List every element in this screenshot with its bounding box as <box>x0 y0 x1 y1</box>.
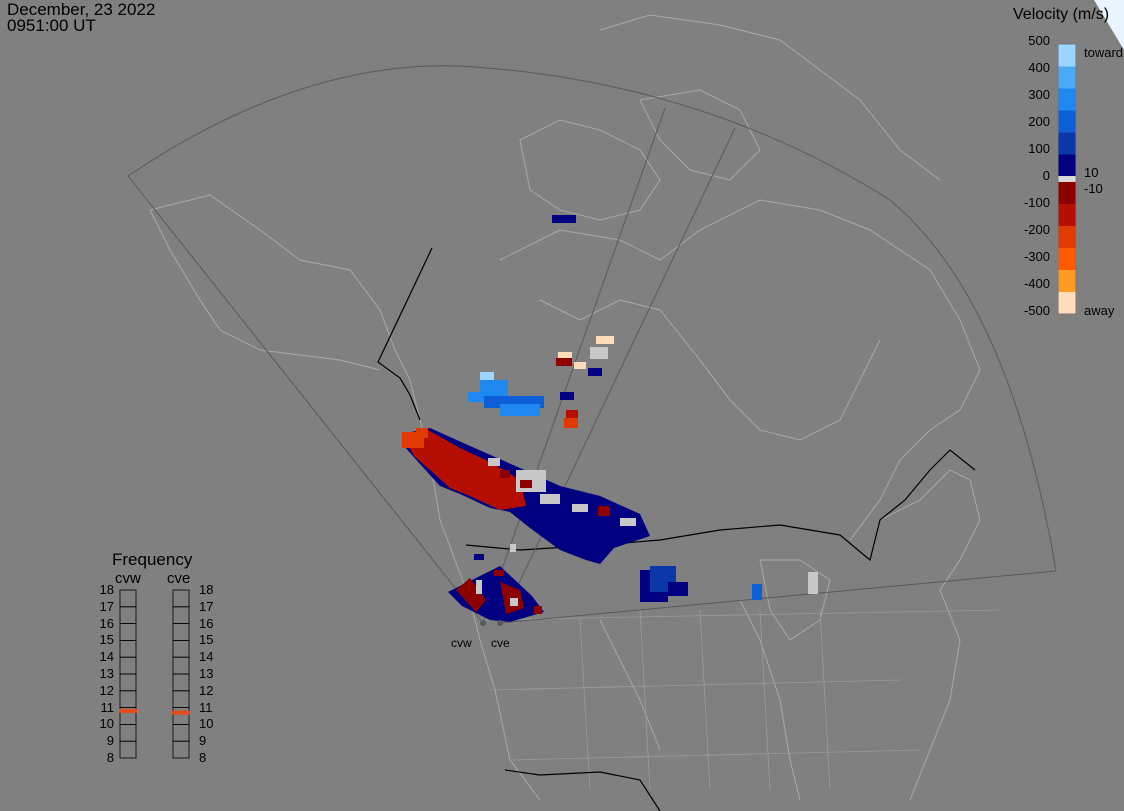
frequency-scale-label: 11 <box>100 699 115 715</box>
frequency-column-label: cve <box>167 570 191 587</box>
frequency-cell <box>119 690 137 708</box>
colorbar-swatch <box>1058 270 1076 293</box>
colorbar-swatch <box>1058 132 1076 155</box>
colorbar-zero-band <box>1058 176 1076 182</box>
frequency-scale-label: 10 <box>199 716 214 732</box>
colorbar-tick: 0 <box>1042 168 1050 183</box>
frequency-scale-label: 16 <box>99 615 114 631</box>
colorbar-toward-label: toward <box>1084 45 1124 60</box>
frequency-cell <box>119 740 137 759</box>
frequency-scale-label: 14 <box>199 649 214 665</box>
frequency-cell <box>172 740 190 759</box>
radar-site-label: cve <box>491 636 510 650</box>
colorbar-inner-label: -10 <box>1084 181 1103 196</box>
frequency-scale-label: 8 <box>199 750 207 765</box>
frequency-scale-label: 18 <box>199 582 214 597</box>
frequency-cell <box>119 606 137 624</box>
state-lines <box>479 609 1001 791</box>
frequency-scale-label: 12 <box>99 682 114 698</box>
frequency-scale-label: 9 <box>199 733 207 749</box>
radar-site-label: cvw <box>451 636 472 650</box>
colorbar-swatch <box>1058 66 1076 89</box>
frequency-scale-label: 13 <box>99 666 114 681</box>
frequency-cell <box>172 640 190 658</box>
frequency-scale-label: 15 <box>99 632 114 648</box>
frequency-cell <box>172 690 190 708</box>
frequency-cell <box>172 656 190 675</box>
date-label: December, 23 2022 <box>7 0 156 19</box>
frequency-meters <box>119 589 190 759</box>
colorbar-tick: -100 <box>1023 195 1050 210</box>
radar-site-cvw-marker <box>480 620 486 626</box>
colorbar-away-label: away <box>1084 303 1115 318</box>
frequency-title: Frequency <box>112 550 193 569</box>
colorbar-swatch <box>1058 226 1076 249</box>
colorbar-tick: -300 <box>1023 249 1050 264</box>
colorbar-tick: 200 <box>1028 114 1050 129</box>
frequency-marker <box>119 708 137 713</box>
frequency-scale-label: 12 <box>199 682 214 698</box>
colorbar-tick: -400 <box>1023 276 1050 291</box>
frequency-cell <box>172 707 190 725</box>
frequency-scale-label: 17 <box>99 598 114 614</box>
colorbar-inner-label: 10 <box>1084 165 1099 180</box>
frequency-cell <box>172 623 190 641</box>
coastlines <box>149 14 981 801</box>
colorbar-swatch <box>1058 248 1076 271</box>
frequency-cell <box>172 589 190 608</box>
colorbar-swatch <box>1058 44 1076 67</box>
frequency-scale-label: 10 <box>99 716 114 732</box>
velocity-colorbar <box>1057 43 1077 315</box>
colorbar-frame <box>1057 43 1077 315</box>
colorbar-tick: -200 <box>1023 222 1050 237</box>
colorbar-swatch <box>1058 88 1076 111</box>
frequency-cell <box>119 673 137 692</box>
colorbar-swatch <box>1058 292 1076 315</box>
frequency-cell <box>172 606 190 624</box>
frequency-scale-label: 14 <box>99 649 114 665</box>
frequency-scale-label: 9 <box>106 733 114 749</box>
frequency-scale-label: 8 <box>106 750 114 765</box>
colorbar-swatch <box>1058 204 1076 227</box>
colorbar-swatch <box>1058 154 1076 177</box>
frequency-scale-label: 18 <box>99 582 114 597</box>
colorbar-swatch <box>1058 110 1076 133</box>
frequency-marker <box>172 710 190 715</box>
frequency-cell <box>119 623 137 641</box>
velocity-scatter <box>402 215 818 622</box>
colorbar-tick: 100 <box>1028 141 1050 156</box>
corner-flag <box>1094 0 1124 50</box>
radar-site-cve-marker <box>497 620 503 626</box>
colorbar-title: Velocity (m/s) <box>1013 6 1110 23</box>
national-borders <box>377 247 976 811</box>
frequency-cell <box>119 589 137 608</box>
frequency-scale-label: 17 <box>199 598 214 614</box>
frequency-column-label: cvw <box>115 570 141 587</box>
frequency-cell <box>172 724 190 742</box>
colorbar-tick: 300 <box>1028 87 1050 102</box>
frequency-cell <box>119 656 137 675</box>
frequency-cell <box>119 640 137 658</box>
frequency-scale-label: 13 <box>199 666 214 681</box>
colorbar-tick: -500 <box>1023 303 1050 318</box>
frequency-scale-label: 16 <box>199 615 214 631</box>
frequency-scale-label: 11 <box>199 699 213 715</box>
time-label: 0951:00 UT <box>7 16 96 35</box>
frequency-cell <box>172 673 190 692</box>
colorbar-tick: 400 <box>1028 60 1050 75</box>
frequency-cell <box>119 724 137 742</box>
colorbar-tick: 500 <box>1028 33 1050 48</box>
colorbar-swatch <box>1058 182 1076 205</box>
frequency-scale-label: 15 <box>199 632 214 648</box>
